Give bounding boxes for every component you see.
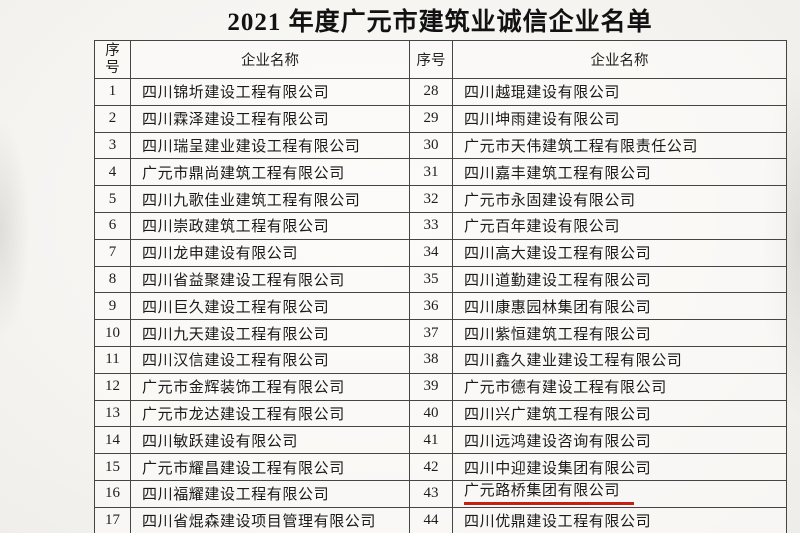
row-number-left: 15 [94,453,131,481]
row-number-left: 2 [94,104,131,133]
table-row: 15 广元市耀昌建设工程有限公司 42 四川中迎建设集团有限公司 [94,453,787,481]
row-number-left: 13 [94,399,131,428]
company-name-right: 广元市德有建设工程有限公司 [452,372,787,401]
company-name-right: 四川远鸿建设咨询有限公司 [452,426,787,455]
table-row: 1 四川锦圻建设工程有限公司 28 四川越琨建设有限公司 [94,78,787,106]
row-number-left: 1 [94,78,131,106]
company-name-right: 四川越琨建设有限公司 [452,78,787,106]
row-number-right: 36 [409,292,453,321]
company-name-left: 四川九天建设工程有限公司 [130,319,410,347]
row-number-left: 11 [94,345,131,374]
company-name-left: 四川九歌佳业建筑工程有限公司 [130,185,410,213]
row-number-right: 44 [409,506,453,533]
row-number-right: 43 [409,479,453,508]
table-row: 11 四川汉信建设工程有限公司 38 四川鑫久建业建设工程有限公司 [94,345,787,374]
table-row: 3 四川瑞呈建业建设工程有限公司 30 广元市天伟建筑工程有限责任公司 [94,131,787,160]
company-name-left: 四川锦圻建设工程有限公司 [130,78,410,106]
scan-artifact [0,120,30,340]
company-name-left: 四川瑞呈建业建设工程有限公司 [130,131,410,160]
enterprise-roster-table: 序号 企业名称 序号 企业名称 1 四川锦圻建设工程有限公司 28 四川越琨建设有限公… [94,40,787,533]
table-row: 10 四川九天建设工程有限公司 37 四川紫恒建筑工程有限公司 [94,319,787,347]
row-number-right: 28 [409,78,453,106]
row-number-left: 16 [94,479,131,508]
company-name-left: 四川霖泽建设工程有限公司 [130,104,410,133]
column-header-name-left: 企业名称 [130,40,410,79]
company-name-left: 四川福耀建设工程有限公司 [130,479,410,508]
row-number-left: 3 [94,131,131,160]
row-number-right: 40 [409,399,453,428]
row-number-left: 12 [94,372,131,401]
table-row: 14 四川敏跃建设有限公司 41 四川远鸿建设咨询有限公司 [94,426,787,455]
row-number-right: 29 [409,104,453,133]
company-name-right: 四川坤雨建设有限公司 [452,104,787,133]
table-row: 12 广元市金辉装饰工程有限公司 39 广元市德有建设工程有限公司 [94,372,787,401]
company-name-left: 四川崇政建筑工程有限公司 [130,211,410,240]
company-name-right: 四川鑫久建业建设工程有限公司 [452,345,787,374]
company-name-right: 四川道勤建设工程有限公司 [452,265,787,294]
company-name-left: 四川龙申建设有限公司 [130,238,410,267]
table-row: 7 四川龙申建设有限公司 34 四川高大建设工程有限公司 [94,238,787,267]
company-name-right: 四川高大建设工程有限公司 [452,238,787,267]
company-name-left: 广元市耀昌建设工程有限公司 [130,453,410,481]
row-number-left: 9 [94,292,131,321]
company-name-left: 四川巨久建设工程有限公司 [130,292,410,321]
row-number-left: 4 [94,158,131,187]
row-number-left: 7 [94,238,131,267]
company-name-right: 广元路桥集团有限公司 [452,479,787,508]
company-name-right: 广元市永固建设有限公司 [452,185,787,213]
column-header-seq-left: 序号 [94,40,131,79]
company-name-left: 广元市金辉装饰工程有限公司 [130,372,410,401]
company-name-left: 四川省焜森建设项目管理有限公司 [130,506,410,533]
company-name-left: 广元市鼎尚建筑工程有限公司 [130,158,410,187]
company-name-right: 四川中迎建设集团有限公司 [452,453,787,481]
row-number-left: 14 [94,426,131,455]
row-number-right: 32 [409,185,453,213]
row-number-right: 31 [409,158,453,187]
row-number-right: 30 [409,131,453,160]
table-row: 8 四川省益聚建设工程有限公司 35 四川道勤建设工程有限公司 [94,265,787,294]
table-row: 13 广元市龙达建设工程有限公司 40 四川兴广建筑工程有限公司 [94,399,787,428]
table-row: 6 四川崇政建筑工程有限公司 33 广元百年建设有限公司 [94,211,787,240]
highlighted-company-red-underline: 广元路桥集团有限公司 [464,482,635,506]
company-name-right: 四川优鼎建设工程有限公司 [452,506,787,533]
company-name-right: 四川兴广建筑工程有限公司 [452,399,787,428]
table-row: 2 四川霖泽建设工程有限公司 29 四川坤雨建设有限公司 [94,104,787,133]
table-row: 17 四川省焜森建设项目管理有限公司 44 四川优鼎建设工程有限公司 [94,506,787,533]
table-row: 16 四川福耀建设工程有限公司 43 广元路桥集团有限公司 [94,479,787,508]
row-number-right: 39 [409,372,453,401]
row-number-right: 33 [409,211,453,240]
table-row: 9 四川巨久建设工程有限公司 36 四川康惠园林集团有限公司 [94,292,787,321]
row-number-right: 41 [409,426,453,455]
row-number-right: 37 [409,319,453,347]
table-row: 5 四川九歌佳业建筑工程有限公司 32 广元市永固建设有限公司 [94,185,787,213]
row-number-left: 8 [94,265,131,294]
company-name-right: 四川康惠园林集团有限公司 [452,292,787,321]
table-row: 4 广元市鼎尚建筑工程有限公司 31 四川嘉丰建筑工程有限公司 [94,158,787,187]
company-name-left: 四川省益聚建设工程有限公司 [130,265,410,294]
row-number-left: 17 [94,506,131,533]
column-header-name-right: 企业名称 [452,40,787,79]
company-name-right: 广元市天伟建筑工程有限责任公司 [452,131,787,160]
row-number-right: 38 [409,345,453,374]
row-number-right: 34 [409,238,453,267]
page-title: 2021 年度广元市建筑业诚信企业名单 [227,9,653,36]
company-name-right: 广元百年建设有限公司 [452,211,787,240]
row-number-right: 35 [409,265,453,294]
row-number-left: 5 [94,185,131,213]
row-number-left: 10 [94,319,131,347]
table-body: 1 四川锦圻建设工程有限公司 28 四川越琨建设有限公司 2 四川霖泽建设工程有限公司 29… [94,78,787,533]
company-name-left: 四川汉信建设工程有限公司 [130,345,410,374]
table-header-row: 序号 企业名称 序号 企业名称 [94,40,787,79]
company-name-right: 四川紫恒建筑工程有限公司 [452,319,787,347]
row-number-right: 42 [409,453,453,481]
company-name-right: 四川嘉丰建筑工程有限公司 [452,158,787,187]
row-number-left: 6 [94,211,131,240]
company-name-left: 广元市龙达建设工程有限公司 [130,399,410,428]
company-name-left: 四川敏跃建设有限公司 [130,426,410,455]
column-header-seq-right: 序号 [409,40,453,79]
